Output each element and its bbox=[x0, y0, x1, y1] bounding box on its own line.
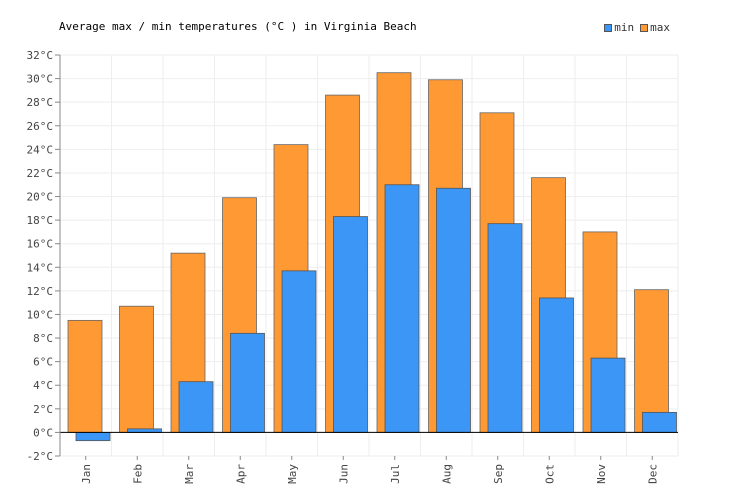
bar-min-dec bbox=[642, 411, 677, 433]
bar-min-mar bbox=[178, 381, 214, 433]
bar-min-oct bbox=[539, 297, 574, 433]
x-tick-label-may: May bbox=[286, 464, 299, 484]
chart-legend: min max bbox=[604, 21, 670, 34]
x-tick-label-dec: Dec bbox=[646, 464, 659, 484]
y-tick-label: 10°C bbox=[27, 308, 54, 321]
bar-max-dec bbox=[634, 289, 669, 433]
y-tick-label: 16°C bbox=[27, 238, 54, 251]
x-tick-label-nov: Nov bbox=[595, 464, 608, 484]
y-tick-label: 18°C bbox=[27, 214, 54, 227]
y-tick-label: 8°C bbox=[33, 332, 53, 345]
legend-item-min: min bbox=[604, 21, 634, 34]
x-tick-label-mar: Mar bbox=[183, 464, 196, 484]
y-tick-label: 30°C bbox=[27, 73, 54, 86]
y-tick-label: 4°C bbox=[33, 379, 53, 392]
x-tick-label-apr: Apr bbox=[234, 464, 247, 484]
legend-label-max: max bbox=[650, 21, 670, 34]
legend-label-min: min bbox=[614, 21, 635, 34]
x-tick-label-jul: Jul bbox=[389, 464, 402, 484]
legend-item-max: max bbox=[640, 21, 670, 34]
bar-min-feb bbox=[127, 428, 162, 433]
y-tick-label: 2°C bbox=[33, 403, 53, 416]
y-tick-label: 12°C bbox=[27, 285, 54, 298]
y-tick-label: 26°C bbox=[27, 120, 54, 133]
bar-min-jun bbox=[333, 216, 368, 433]
x-tick-label-oct: Oct bbox=[543, 464, 556, 484]
bar-min-sep bbox=[487, 223, 523, 433]
x-tick-label-jun: Jun bbox=[337, 464, 350, 484]
y-tick-label: 28°C bbox=[27, 96, 54, 109]
x-tick-label-aug: Aug bbox=[440, 464, 453, 484]
x-tick-label-feb: Feb bbox=[131, 464, 144, 484]
y-tick-label: 24°C bbox=[27, 143, 54, 156]
bar-max-feb bbox=[119, 305, 154, 433]
legend-swatch-min bbox=[604, 23, 613, 32]
y-tick-label: 22°C bbox=[27, 167, 54, 180]
y-tick-label: 6°C bbox=[33, 356, 53, 369]
y-tick-label: 32°C bbox=[27, 49, 54, 62]
x-tick-label-jan: Jan bbox=[80, 464, 93, 484]
chart-title: Average max / min temperatures (°C ) in … bbox=[59, 20, 417, 33]
bar-min-jul bbox=[384, 184, 420, 433]
x-tick-label-sep: Sep bbox=[492, 464, 505, 484]
y-tick-label: -2°C bbox=[27, 450, 54, 463]
bar-min-aug bbox=[436, 187, 471, 433]
bar-min-may bbox=[281, 270, 317, 433]
y-tick-label: 0°C bbox=[33, 426, 53, 439]
bar-min-nov bbox=[590, 357, 626, 433]
bar-max-jan bbox=[67, 319, 103, 433]
y-tick-label: 20°C bbox=[27, 191, 54, 204]
bar-min-jan bbox=[75, 432, 111, 442]
y-tick-label: 14°C bbox=[27, 261, 54, 274]
bar-min-apr bbox=[230, 332, 265, 433]
legend-swatch-max bbox=[640, 23, 649, 32]
